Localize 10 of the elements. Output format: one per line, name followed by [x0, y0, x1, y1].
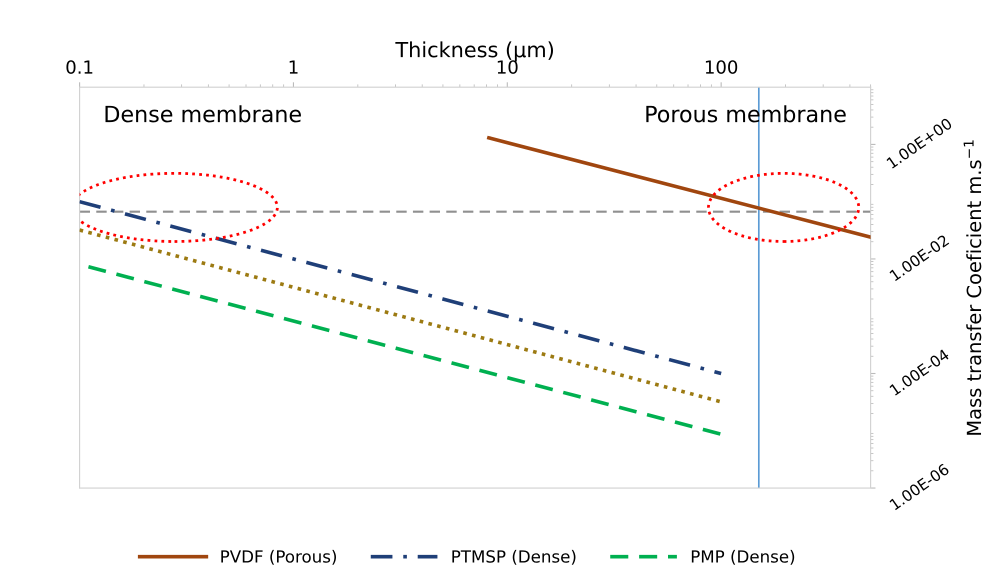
x-tick-label: 1	[290, 60, 298, 74]
x-axis-title: Thickness (µm)	[395, 41, 554, 62]
x-tick-label: 100	[706, 60, 738, 74]
legend-label: PTMSP (Dense)	[452, 550, 576, 565]
annotation: Dense membrane	[106, 105, 301, 122]
legend-label: PMP (Dense)	[692, 550, 794, 565]
x-tick-label: 10	[498, 60, 518, 74]
legend-label: PVDF (Porous)	[221, 550, 336, 565]
y-axis-title: Mass transfer Coeficient m.s$^{−1}$	[964, 140, 982, 435]
x-tick-label: 0.1	[66, 60, 92, 74]
